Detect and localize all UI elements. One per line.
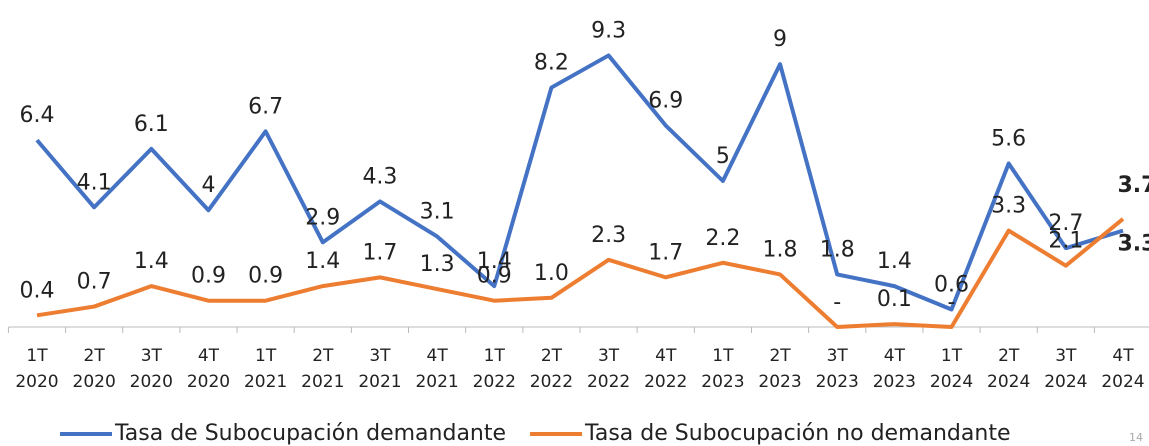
data-label: 0.1 — [877, 287, 912, 312]
x-tick-label: 2022 — [530, 372, 573, 392]
data-label: 1.3 — [420, 252, 455, 277]
x-tick-label: 3T — [369, 346, 391, 366]
data-label: 2.9 — [305, 205, 340, 230]
x-tick-label: 2T — [998, 346, 1020, 366]
x-tick-label: 2024 — [1044, 372, 1087, 392]
x-tick-label: 2022 — [473, 372, 516, 392]
data-label: 9 — [773, 27, 787, 52]
data-label: 2.1 — [1048, 229, 1083, 254]
x-tick-label: 2023 — [701, 372, 744, 392]
data-label: 6.1 — [134, 112, 169, 137]
x-tick-label: 2021 — [301, 372, 344, 392]
x-tick-label: 1T — [712, 346, 734, 366]
data-label: 1.4 — [134, 249, 169, 274]
x-tick-label: 2023 — [816, 372, 859, 392]
x-tick-label: 4T — [198, 346, 220, 366]
data-label: 1.7 — [648, 240, 683, 265]
data-label: 1.8 — [820, 237, 855, 262]
data-label: 0.9 — [248, 264, 283, 289]
x-tick-label: 2020 — [73, 372, 116, 392]
data-label: 6.7 — [248, 94, 283, 119]
x-tick-label: 1T — [484, 346, 506, 366]
x-tick-label: 2021 — [244, 372, 287, 392]
data-label: 0.9 — [191, 264, 226, 289]
legend-label: Tasa de Subocupación demandante — [114, 421, 506, 446]
x-tick-label: 1T — [941, 346, 963, 366]
data-label: 0.7 — [77, 270, 112, 295]
data-label: 0.9 — [477, 264, 512, 289]
data-label: 5 — [716, 144, 730, 169]
data-label: 4 — [201, 173, 215, 198]
x-tick-label: 2021 — [415, 372, 458, 392]
data-label: 4.1 — [77, 170, 112, 195]
data-label: 3.7 — [1118, 173, 1149, 198]
x-tick-label: 3T — [827, 346, 849, 366]
data-label: 2.2 — [705, 226, 740, 251]
data-label: 5.6 — [991, 126, 1026, 151]
data-label: 2.7 — [1048, 211, 1083, 236]
x-tick-label: 2022 — [587, 372, 630, 392]
x-tick-label: 4T — [427, 346, 449, 366]
x-tick-label: 4T — [655, 346, 677, 366]
data-label: - — [948, 290, 956, 315]
data-label: 0.6 — [934, 272, 969, 297]
x-tick-label: 2023 — [873, 372, 916, 392]
x-tick-label: 1T — [255, 346, 277, 366]
data-label: 1.4 — [305, 249, 340, 274]
data-label: 1.8 — [763, 237, 798, 262]
x-tick-label: 4T — [1112, 346, 1134, 366]
x-tick-label: 3T — [141, 346, 163, 366]
x-tick-label: 4T — [884, 346, 906, 366]
data-label: 4.3 — [362, 164, 397, 189]
x-tick-label: 2020 — [187, 372, 230, 392]
x-tick-label: 2022 — [644, 372, 687, 392]
data-label: 2.3 — [591, 223, 626, 248]
x-tick-label: 2T — [84, 346, 106, 366]
x-tick-label: 1T — [26, 346, 48, 366]
data-label: 1.7 — [362, 240, 397, 265]
x-tick-label: 2021 — [358, 372, 401, 392]
x-tick-label: 2023 — [758, 372, 801, 392]
line-series — [36, 217, 1125, 329]
x-tick-label: 2020 — [15, 372, 58, 392]
x-tick-label: 2024 — [930, 372, 973, 392]
data-label: 8.2 — [534, 51, 569, 76]
data-label: 3.1 — [420, 199, 455, 224]
x-tick-label: 2T — [312, 346, 334, 366]
x-tick-label: 2020 — [130, 372, 173, 392]
line-series — [35, 53, 1124, 312]
page-number: 14 — [1129, 431, 1143, 444]
x-tick-label: 2T — [541, 346, 563, 366]
data-label: 6.4 — [20, 103, 55, 128]
data-label: 1.4 — [877, 249, 912, 274]
x-tick-label: 2024 — [987, 372, 1030, 392]
x-tick-label: 3T — [1055, 346, 1077, 366]
data-label: 1.0 — [534, 261, 569, 286]
x-tick-label: 2024 — [1101, 372, 1144, 392]
data-label: 9.3 — [591, 18, 626, 43]
data-label: - — [833, 290, 841, 315]
data-label: 3.3 — [991, 194, 1026, 219]
legend-label: Tasa de Subocupación no demandante — [584, 421, 1010, 446]
data-label: 0.4 — [20, 278, 55, 303]
x-tick-label: 2T — [769, 346, 791, 366]
x-tick-label: 3T — [598, 346, 620, 366]
data-label: 1.4 — [477, 249, 512, 274]
data-label: 6.9 — [648, 89, 683, 114]
data-label: 3.3 — [1118, 232, 1149, 257]
